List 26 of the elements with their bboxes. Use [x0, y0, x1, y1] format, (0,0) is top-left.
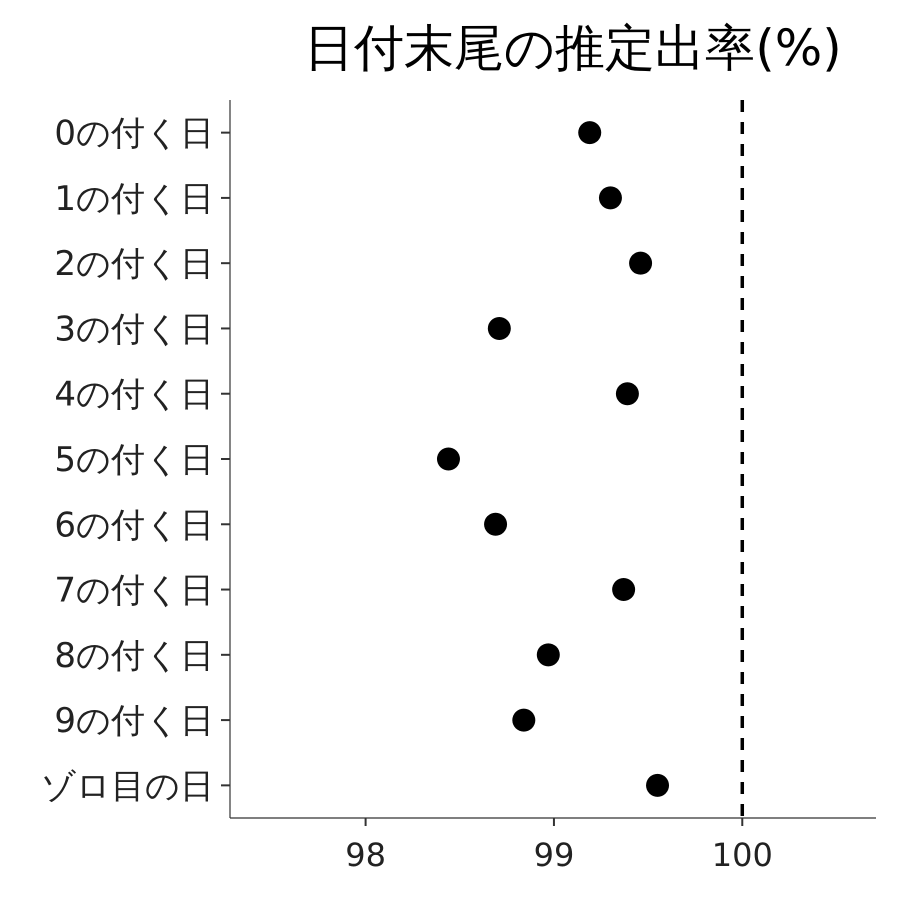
- y-tick-label: 7の付く日: [54, 570, 214, 611]
- y-tick-label: 1の付く日: [54, 178, 214, 219]
- point: [536, 643, 560, 666]
- y-tick-label: ゾロ目の日: [41, 766, 214, 806]
- y-tick-label: 9の付く日: [54, 701, 214, 742]
- y-tick-label: 6の付く日: [54, 505, 214, 546]
- y-tick-label: 2の付く日: [54, 244, 214, 284]
- chart-title: 日付末尾の推定出率(%): [304, 19, 842, 77]
- point: [436, 448, 460, 470]
- point: [578, 121, 602, 144]
- y-tick-label: 0の付く日: [54, 114, 214, 154]
- x-tick-label: 99: [534, 836, 574, 874]
- x-tick-label: 98: [345, 836, 386, 874]
- y-tick-label: 3の付く日: [54, 309, 214, 350]
- point: [612, 578, 636, 602]
- point: [629, 252, 652, 275]
- y-tick-label: 5の付く日: [54, 440, 214, 480]
- y-tick-label: 4の付く日: [54, 374, 214, 415]
- point: [484, 512, 508, 536]
- point: [598, 186, 622, 210]
- point: [488, 316, 511, 340]
- point: [512, 708, 536, 732]
- point: [616, 382, 639, 406]
- y-tick-label: 8の付く日: [54, 636, 214, 676]
- point: [646, 774, 670, 797]
- x-tick-label: 100: [712, 836, 773, 874]
